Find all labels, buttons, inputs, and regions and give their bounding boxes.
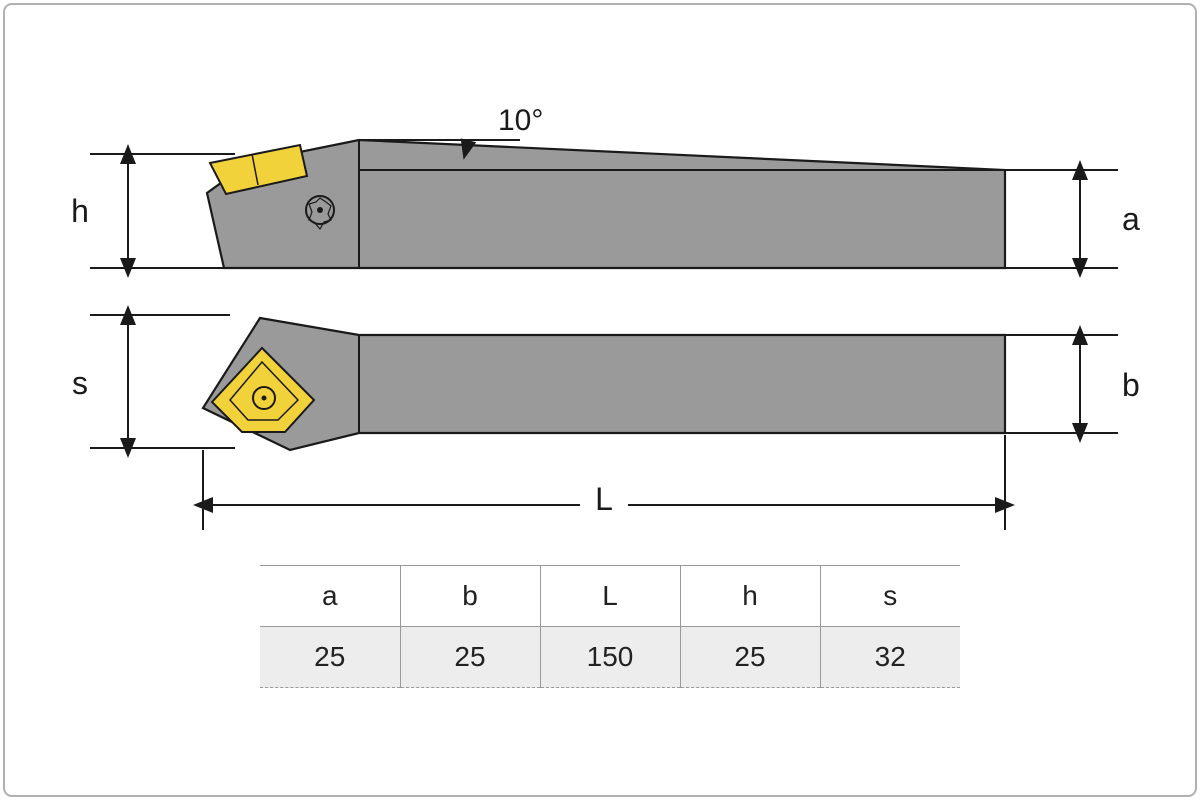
dim-label-a: a: [1122, 201, 1140, 237]
angle-label: 10°: [498, 104, 543, 137]
table-cell: 25: [260, 627, 400, 688]
dim-label-h: h: [71, 193, 89, 229]
dim-label-L: L: [595, 481, 613, 517]
table-row: 25 25 150 25 32: [260, 627, 960, 688]
table-cell: 25: [680, 627, 820, 688]
table-cell: 25: [400, 627, 540, 688]
table-cell: 32: [820, 627, 960, 688]
table-header: s: [820, 566, 960, 627]
table-header: a: [260, 566, 400, 627]
dim-label-s: s: [72, 365, 88, 401]
table-row: a b L h s: [260, 566, 960, 627]
table-header: h: [680, 566, 820, 627]
table-cell: 150: [540, 627, 680, 688]
table-header: b: [400, 566, 540, 627]
dim-label-b: b: [1122, 367, 1140, 403]
bottom-view-body: [203, 318, 1005, 450]
dimensions-table: a b L h s 25 25 150 25 32: [260, 565, 960, 688]
diagram-canvas: h a 10° s b L: [0, 0, 1200, 800]
top-view-body: [207, 140, 1005, 268]
table-header: L: [540, 566, 680, 627]
